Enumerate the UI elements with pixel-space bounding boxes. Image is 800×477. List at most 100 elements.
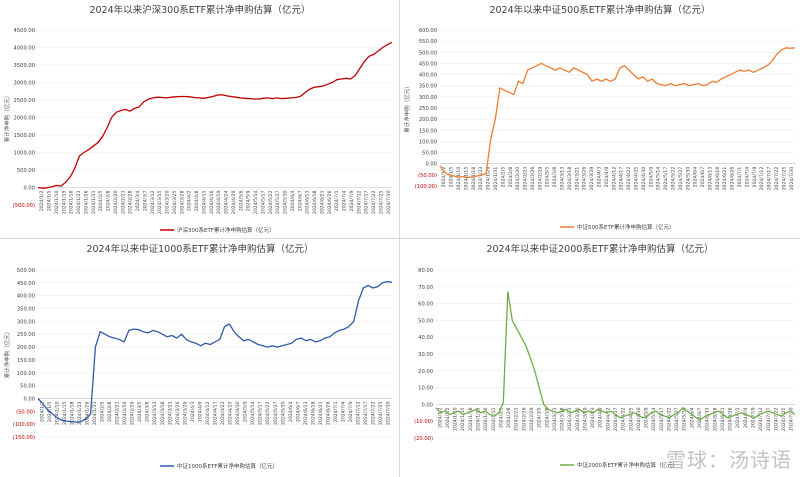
x-tick-label: 2024/7/30 xyxy=(386,401,392,425)
x-tick-label: 2024/7/17 xyxy=(766,407,772,431)
x-tick-label: 2024/3/5 xyxy=(545,167,551,188)
chart-hs300: 2024年以来沪深300系ETF累计净申购估算（亿元） 累计净申购（亿元） (500… xyxy=(3,4,393,234)
x-tick-label: 2024/2/5 xyxy=(498,407,504,428)
y-axis-label: 累计净申购（亿元） xyxy=(3,329,11,379)
x-tick-label: 2024/3/13 xyxy=(152,401,158,425)
x-tick-label: 2024/6/7 xyxy=(295,401,301,422)
x-tick-label: 2024/4/17 xyxy=(613,407,619,431)
x-tick-label: 2024/1/10 xyxy=(453,407,459,431)
watermark: 雪球：汤诗语 xyxy=(666,448,792,472)
y-tick-label: 50.00 xyxy=(422,151,437,157)
x-tick-label: 2024/7/12 xyxy=(356,190,362,214)
x-tick-label: 2024/7/22 xyxy=(774,167,780,191)
x-tick-label: 2024/5/27 xyxy=(674,407,680,431)
y-tick-label: 350.00 xyxy=(419,84,437,90)
y-tick-label: 60.00 xyxy=(418,302,433,308)
y-tick-label: 500.00 xyxy=(17,268,35,274)
x-tick-label: 2024/4/9 xyxy=(598,407,604,428)
chart-zz1000: 2024年以来中证1000系ETF累计净申购估算（亿元） 累计净申购（亿元） (15… xyxy=(3,243,393,470)
x-tick-label: 2024/6/26 xyxy=(730,167,736,191)
y-tick-label: (150.00) xyxy=(13,435,35,441)
x-tick-label: 2024/5/9 xyxy=(243,401,249,422)
x-tick-label: 2024/3/28 xyxy=(179,190,185,214)
x-tick-label: 2024/1/15 xyxy=(463,167,469,191)
x-tick-label: 2024/1/18 xyxy=(69,401,75,425)
x-tick-label: 2024/1/18 xyxy=(471,167,477,191)
x-tick-label: 2024/1/26 xyxy=(483,407,489,431)
x-tick-label: 2024/4/3 xyxy=(590,407,596,428)
y-tick-label: 3000.00 xyxy=(14,81,35,87)
x-tick-label: 2024/6/21 xyxy=(722,167,728,191)
x-tick-label: 2024/2/5 xyxy=(500,167,506,188)
x-tick-label: 2024/4/30 xyxy=(636,407,642,431)
x-tick-label: 2024/1/2 xyxy=(441,167,447,188)
x-tick-label: 2024/4/3 xyxy=(190,401,196,422)
x-tick-label: 2024/5/27 xyxy=(273,401,279,425)
y-tick-label: (500.00) xyxy=(13,203,35,209)
x-tick-label: 2024/1/15 xyxy=(61,190,67,214)
chart-title: 2024年以来中证500系ETF累计净申购估算（亿元） xyxy=(489,4,710,16)
y-tick-label: 150.00 xyxy=(17,358,35,364)
x-tick-label: 2024/1/5 xyxy=(47,190,53,211)
x-tick-label: 2024/2/29 xyxy=(130,401,136,425)
x-tick-label: 2024/7/17 xyxy=(767,167,773,191)
x-tick-label: 2024/6/26 xyxy=(327,190,333,214)
y-tick-label: (10.00) xyxy=(414,419,433,425)
x-tick-label: 2024/6/18 xyxy=(715,167,721,191)
y-tick-label: 20.00 xyxy=(418,369,433,375)
x-tick-label: 2024/7/4 xyxy=(743,407,749,428)
x-tick-label: 2024/7/25 xyxy=(781,167,787,191)
x-tick-label: 2024/3/29 xyxy=(182,401,188,425)
legend-label: 沪深300系ETF累计净申购估算（亿元） xyxy=(177,226,275,234)
x-tick-label: 2024/2/8 xyxy=(506,407,512,428)
x-tick-label: 2024/6/13 xyxy=(303,401,309,425)
x-tick-label: 2024/4/16 xyxy=(209,190,215,214)
x-tick-label: 2024/1/23 xyxy=(76,190,82,214)
x-tick-label: 2024/4/19 xyxy=(216,190,222,214)
x-tick-label: 2024/5/27 xyxy=(678,167,684,191)
y-tick-label: 10.00 xyxy=(418,386,433,392)
x-tick-label: 2024/4/25 xyxy=(228,401,234,425)
x-tick-label: 2024/1/5 xyxy=(449,167,455,188)
x-tick-label: 2024/3/13 xyxy=(552,407,558,431)
y-tick-label: 200.00 xyxy=(419,117,437,123)
x-tick-label: 2024/6/7 xyxy=(700,167,706,188)
x-tick-label: 2024/2/29 xyxy=(529,407,535,431)
y-tick-label: 550.00 xyxy=(419,39,437,45)
x-tick-label: 2024/3/26 xyxy=(175,401,181,425)
series-line xyxy=(37,41,393,189)
x-tick-label: 2024/5/30 xyxy=(682,407,688,431)
x-tick-label: 2024/6/13 xyxy=(305,190,311,214)
x-tick-label: 2024/5/9 xyxy=(644,407,650,428)
chart-title: 2024年以来中证1000系ETF累计净申购估算（亿元） xyxy=(86,243,313,255)
x-tick-label: 2024/2/23 xyxy=(523,167,529,191)
x-tick-label: 2024/7/9 xyxy=(348,401,354,422)
y-tick-label: 50.00 xyxy=(20,384,35,390)
x-tick-label: 2024/4/30 xyxy=(641,167,647,191)
x-tick-label: 2024/7/12 xyxy=(759,167,765,191)
chart-panel-zz500: 2024年以来中证500系ETF累计净申购估算（亿元） 累计净申购（亿元） (100… xyxy=(400,0,800,238)
x-tick-label: 2024/2/28 xyxy=(128,190,134,214)
x-tick-label: 2024/4/29 xyxy=(231,190,237,214)
x-tick-label: 2024/2/8 xyxy=(508,167,514,188)
y-tick-label: 200.00 xyxy=(17,345,35,351)
x-tick-label: 2024/6/26 xyxy=(325,401,331,425)
x-tick-label: 2024/2/29 xyxy=(537,167,543,191)
y-tick-label: 40.00 xyxy=(418,335,433,341)
x-tick-label: 2024/2/5 xyxy=(100,401,106,422)
x-tick-label: 2024/4/2 xyxy=(187,190,193,211)
y-tick-label: 3500.00 xyxy=(14,63,35,69)
x-tick-label: 2024/7/1 xyxy=(334,190,340,211)
x-tick-label: 2024/7/30 xyxy=(789,407,795,431)
x-tick-label: 2024/6/18 xyxy=(712,407,718,431)
chart-panel-hs300: 2024年以来沪深300系ETF累计净申购估算（亿元） 累计净申购（亿元） (500… xyxy=(0,0,400,238)
x-tick-label: 2024/6/18 xyxy=(312,190,318,214)
y-tick-label: (100.00) xyxy=(415,184,437,190)
x-tick-label: 2024/6/21 xyxy=(318,401,324,425)
x-tick-label: 2024/2/20 xyxy=(515,167,521,191)
x-tick-label: 2024/5/17 xyxy=(258,401,264,425)
x-tick-label: 2024/4/25 xyxy=(633,167,639,191)
x-tick-label: 2024/7/12 xyxy=(356,401,362,425)
x-tick-label: 2024/6/4 xyxy=(689,407,695,428)
x-tick-label: 2024/5/30 xyxy=(283,190,289,214)
